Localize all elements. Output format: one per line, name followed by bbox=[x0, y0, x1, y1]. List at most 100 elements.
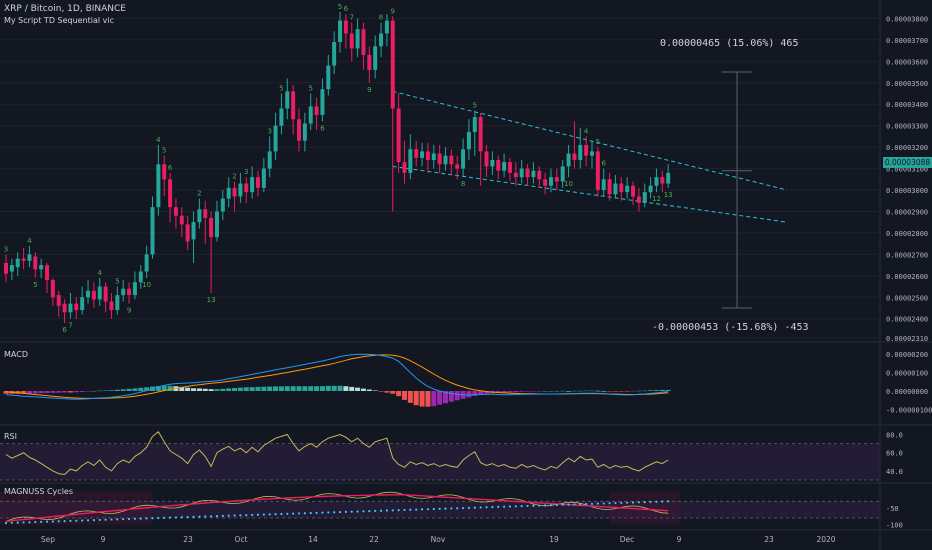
candle-body bbox=[138, 271, 143, 283]
candle-body bbox=[355, 29, 360, 49]
candle-body bbox=[332, 42, 337, 66]
candle-body bbox=[507, 162, 512, 173]
candle-body bbox=[220, 198, 225, 212]
magnus-blue-dot bbox=[479, 506, 482, 509]
magnus-blue-dot bbox=[338, 510, 342, 514]
symbol-title: XRP / Bitcoin, 1D, BINANCE bbox=[4, 4, 126, 14]
rsi-line bbox=[5, 431, 669, 476]
magnus-blue-dot bbox=[262, 513, 265, 516]
candle-body bbox=[173, 207, 178, 216]
magnus-pane bbox=[0, 491, 880, 525]
candle-body bbox=[74, 303, 79, 311]
candle-body bbox=[132, 282, 137, 296]
magnus-blue-dot bbox=[86, 519, 90, 522]
macd-hist-bar bbox=[355, 387, 361, 391]
price-tick-label: 0.00003500 bbox=[886, 80, 928, 88]
candle-body bbox=[349, 33, 354, 49]
magnus-blue-dot bbox=[321, 511, 324, 514]
time-tick-label: 23 bbox=[764, 535, 774, 544]
macd-hist-bar bbox=[349, 386, 355, 391]
candle-body bbox=[613, 183, 618, 195]
price-range-tool[interactable] bbox=[722, 71, 752, 309]
td-count-label: 3 bbox=[244, 168, 248, 176]
magnus-blue-dot bbox=[22, 521, 25, 524]
candle-body bbox=[437, 153, 442, 165]
magnus-blue-dot bbox=[51, 520, 54, 523]
td-count-label: 12 bbox=[652, 195, 661, 203]
macd-hist-bar bbox=[589, 390, 595, 392]
td-count-label: 5 bbox=[308, 85, 312, 93]
magnus-blue-dot bbox=[409, 508, 412, 511]
magnus-blue-dot bbox=[122, 518, 125, 521]
magnus-blue-dot bbox=[315, 511, 318, 514]
macd-hist-bar bbox=[202, 388, 208, 391]
candle-body bbox=[244, 183, 249, 193]
candles bbox=[4, 12, 671, 323]
candle-body bbox=[291, 91, 296, 120]
candle-body bbox=[461, 149, 466, 169]
candle-body bbox=[232, 187, 237, 197]
macd-hist-bar bbox=[114, 389, 120, 391]
magnus-blue-dot bbox=[350, 510, 353, 513]
candle-body bbox=[103, 286, 108, 302]
price-tick-label: 0.00002310 bbox=[886, 335, 928, 343]
candle-body bbox=[15, 258, 20, 268]
macd-hist-bar bbox=[144, 387, 150, 391]
candle-body bbox=[302, 123, 307, 141]
td-count-label: 2 bbox=[197, 190, 201, 198]
macd-hist-bar bbox=[32, 391, 38, 394]
price-tick-label: 0.00003600 bbox=[886, 58, 928, 66]
macd-hist-bar bbox=[624, 391, 630, 392]
candle-body bbox=[86, 290, 91, 298]
macd-hist-bar bbox=[636, 390, 642, 392]
macd-hist-bar bbox=[536, 391, 542, 392]
macd-hist-bar bbox=[120, 389, 126, 391]
magnus-blue-dot bbox=[186, 515, 189, 519]
macd-hist-bar bbox=[437, 391, 443, 405]
magnus-blue-dot bbox=[561, 503, 564, 506]
candle-body bbox=[566, 153, 571, 167]
magnus-blue-dot bbox=[362, 510, 365, 513]
trend-channel[interactable] bbox=[392, 90, 788, 223]
macd-hist-bar bbox=[366, 389, 372, 391]
macd-hist-bar bbox=[226, 388, 232, 391]
candle-body bbox=[314, 106, 319, 115]
magnus-blue-dot bbox=[239, 514, 242, 517]
magnus-blue-dot bbox=[473, 506, 476, 509]
candle-body bbox=[285, 91, 290, 109]
macd-hist-bar bbox=[630, 391, 636, 392]
price-tick-label: 0.00002800 bbox=[886, 230, 928, 238]
macd-hist-bar bbox=[431, 391, 437, 407]
magnus-blue-dot bbox=[227, 514, 230, 517]
candle-body bbox=[554, 177, 559, 182]
magnus-blue-dot bbox=[555, 503, 558, 507]
magnus-blue-dot bbox=[549, 504, 553, 507]
macd-hist-bar bbox=[255, 386, 261, 391]
td-count-label: 5 bbox=[473, 102, 477, 110]
magnus-blue-dot bbox=[210, 515, 213, 518]
macd-hist-bar bbox=[132, 388, 138, 391]
magnus-blue-dot bbox=[585, 502, 588, 506]
magnus-blue-dot bbox=[198, 515, 201, 518]
candle-body bbox=[572, 153, 577, 160]
magnus-blue-dot bbox=[368, 510, 371, 513]
magnus-blue-dot bbox=[221, 514, 224, 518]
rsi-tick-label: 60.0 bbox=[886, 450, 903, 458]
macd-hist-bar bbox=[659, 389, 665, 391]
macd-hist-bar bbox=[314, 386, 320, 391]
price-tick-label: 0.00003200 bbox=[886, 144, 928, 152]
candle-body bbox=[209, 217, 214, 238]
macd-hist-bar bbox=[319, 386, 325, 391]
magnus-blue-dot bbox=[204, 515, 207, 518]
magnus-blue-dot bbox=[233, 514, 236, 517]
magnus-blue-dot bbox=[385, 509, 388, 512]
candle-body bbox=[367, 54, 372, 70]
macd-pane bbox=[3, 353, 671, 407]
macd-hist-bar bbox=[103, 390, 109, 391]
magnus-tick-label: -100 bbox=[886, 522, 903, 530]
macd-hist-bar bbox=[85, 391, 91, 392]
macd-hist-bar bbox=[73, 391, 79, 393]
magnus-blue-dot bbox=[45, 520, 49, 523]
macd-hist-bar bbox=[454, 391, 460, 401]
